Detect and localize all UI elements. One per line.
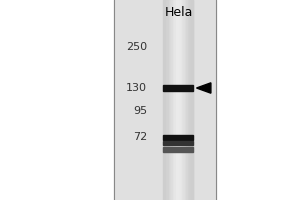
Bar <box>193 0 194 200</box>
Bar <box>164 135 194 140</box>
Bar <box>173 0 175 200</box>
Bar <box>187 0 188 200</box>
Bar <box>181 0 182 200</box>
Bar <box>114 0 216 200</box>
Bar <box>182 0 184 200</box>
Bar <box>164 141 194 145</box>
Bar <box>190 0 191 200</box>
Bar <box>167 0 169 200</box>
Bar <box>169 0 170 200</box>
Bar <box>185 0 187 200</box>
Bar <box>170 0 172 200</box>
Bar <box>179 0 181 200</box>
Bar <box>164 146 194 152</box>
Bar <box>184 0 185 200</box>
Text: Hela: Hela <box>164 5 193 19</box>
Bar <box>176 0 178 200</box>
Bar <box>172 0 173 200</box>
Bar <box>175 0 176 200</box>
Bar <box>164 85 194 91</box>
Bar <box>191 0 193 200</box>
Bar <box>166 0 167 200</box>
Text: 130: 130 <box>126 83 147 93</box>
Polygon shape <box>196 83 211 93</box>
Bar <box>169 0 170 200</box>
Bar <box>188 0 190 200</box>
Bar <box>178 0 179 200</box>
Bar <box>164 0 166 200</box>
Text: 250: 250 <box>126 42 147 52</box>
Text: 72: 72 <box>133 132 147 142</box>
Text: 95: 95 <box>133 106 147 116</box>
